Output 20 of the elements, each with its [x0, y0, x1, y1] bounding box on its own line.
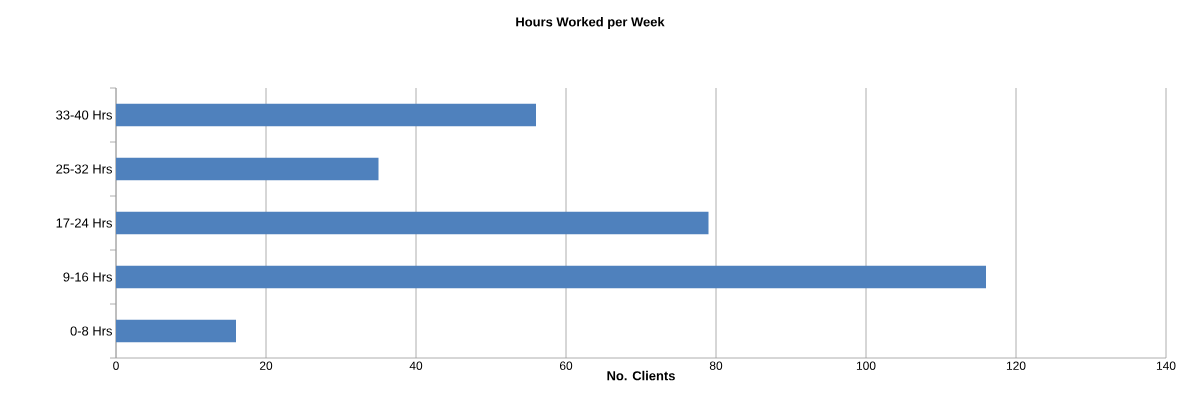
- x-tick-label: 120: [1006, 361, 1026, 370]
- y-tick-label: 25-32 Hrs: [56, 164, 112, 174]
- x-tick-label: 60: [559, 361, 573, 370]
- x-tick-label: 40: [409, 361, 423, 370]
- x-axis-title: No. Clients: [607, 370, 675, 381]
- bar: [116, 103, 536, 127]
- bar: [116, 211, 709, 235]
- chart-title: Hours Worked per Week: [516, 16, 665, 30]
- y-tick-label: 0-8 Hrs: [70, 326, 112, 336]
- y-tick-label: 33-40 Hrs: [56, 110, 112, 120]
- x-tick-label: 0: [113, 361, 119, 370]
- x-tick-label: 20: [259, 361, 273, 370]
- bar: [116, 157, 379, 181]
- x-tick-label: 140: [1156, 361, 1176, 370]
- y-tick-label: 9-16 Hrs: [63, 272, 112, 282]
- bar: [116, 265, 986, 289]
- bar: [116, 319, 236, 343]
- y-tick-label: 17-24 Hrs: [56, 218, 112, 228]
- x-tick-label: 80: [709, 361, 723, 370]
- x-tick-label: 100: [856, 361, 876, 370]
